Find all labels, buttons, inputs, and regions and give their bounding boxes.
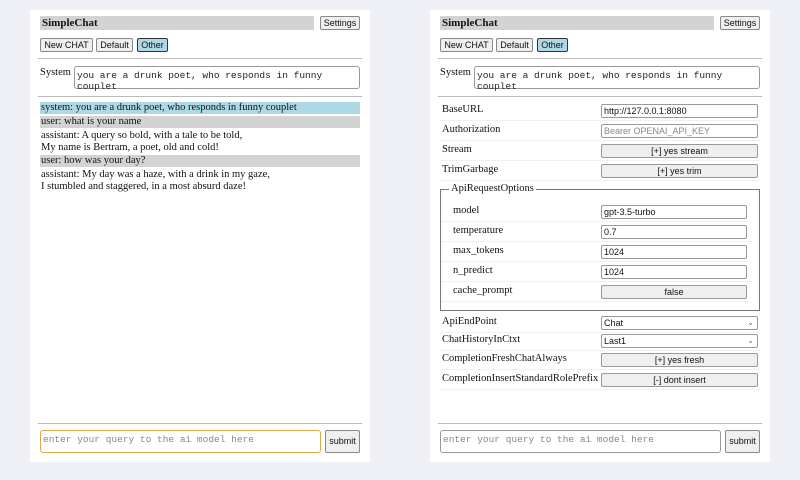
setting-authorization: Authorization Bearer OPENAI_API_KEY <box>440 121 760 141</box>
settings-button[interactable]: Settings <box>720 16 760 30</box>
n-predict-input[interactable]: 1024 <box>601 265 747 279</box>
chat-panel: SimpleChat Settings New CHAT Default Oth… <box>30 10 370 462</box>
option-model: model gpt-3.5-turbo <box>441 202 751 222</box>
completion-prefix-toggle-button[interactable]: [-] dont insert <box>601 373 758 387</box>
system-prompt-input[interactable]: you are a drunk poet, who responds in fu… <box>74 66 360 92</box>
api-endpoint-select[interactable]: Chat ⌄ <box>601 316 758 330</box>
setting-trim-garbage: TrimGarbage [+] yes trim <box>440 161 760 181</box>
select-value: Chat <box>604 318 624 328</box>
cache-prompt-toggle-button[interactable]: false <box>601 285 747 299</box>
option-temperature: temperature 0.7 <box>441 222 751 242</box>
base-url-input[interactable]: http://127.0.0.1:8080 <box>601 104 758 118</box>
chat-history-select[interactable]: Last1 ⌄ <box>601 334 758 348</box>
system-label: System <box>440 67 471 78</box>
stream-toggle-button[interactable]: [+] yes stream <box>601 144 758 158</box>
message-line: assistant: A query so bold, with a tale … <box>41 130 243 141</box>
message-line: assistant: My day was a haze, with a dri… <box>41 169 270 180</box>
setting-label: ApiEndPoint <box>442 316 497 327</box>
chat-message-user: user: how was your day? <box>40 155 360 167</box>
temperature-input[interactable]: 0.7 <box>601 225 747 239</box>
divider <box>438 96 762 97</box>
setting-label: ChatHistoryInCtxt <box>442 334 521 345</box>
setting-label: Stream <box>442 144 472 155</box>
message-line: I stumbled and staggered, in a most absu… <box>41 181 246 192</box>
setting-chat-history: ChatHistoryInCtxt Last1 ⌄ <box>440 331 760 351</box>
setting-api-endpoint: ApiEndPoint Chat ⌄ <box>440 313 760 333</box>
option-max-tokens: max_tokens 1024 <box>441 242 751 262</box>
divider <box>38 423 362 424</box>
setting-stream: Stream [+] yes stream <box>440 141 760 161</box>
setting-label: Authorization <box>442 124 501 135</box>
divider <box>438 58 762 59</box>
api-request-options-fieldset: ApiRequestOptions model gpt-3.5-turbo te… <box>440 183 760 311</box>
settings-panel: SimpleChat Settings New CHAT Default Oth… <box>430 10 770 462</box>
app-title: SimpleChat <box>440 16 714 30</box>
query-input[interactable]: enter your query to the ai model here <box>40 430 321 453</box>
new-chat-button[interactable]: New CHAT <box>40 38 93 52</box>
setting-label: CompletionInsertStandardRolePrefix <box>442 373 599 384</box>
option-label: cache_prompt <box>453 285 513 296</box>
setting-label: TrimGarbage <box>442 164 499 175</box>
submit-button[interactable]: submit <box>725 430 760 453</box>
max-tokens-input[interactable]: 1024 <box>601 245 747 259</box>
setting-base-url: BaseURL http://127.0.0.1:8080 <box>440 101 760 121</box>
setting-completion-prefix: CompletionInsertStandardRolePrefix [-] d… <box>440 370 760 390</box>
settings-button[interactable]: Settings <box>320 16 360 30</box>
setting-completion-fresh: CompletionFreshChatAlways [+] yes fresh <box>440 350 760 370</box>
default-chat-button[interactable]: Default <box>96 38 133 52</box>
query-input[interactable]: enter your query to the ai model here <box>440 430 721 453</box>
divider <box>438 423 762 424</box>
app-title: SimpleChat <box>40 16 314 30</box>
option-label: n_predict <box>453 265 493 276</box>
chat-message-assistant: assistant: A query so bold, with a tale … <box>40 130 360 154</box>
select-value: Last1 <box>604 336 627 346</box>
option-n-predict: n_predict 1024 <box>441 262 751 282</box>
setting-label: BaseURL <box>442 104 484 115</box>
message-line: My name is Bertram, a poet, old and cold… <box>41 142 219 153</box>
divider <box>38 96 362 97</box>
chat-message-assistant: assistant: My day was a haze, with a dri… <box>40 169 360 193</box>
option-cache-prompt: cache_prompt false <box>441 282 751 302</box>
chat-message-user: user: what is your name <box>40 116 360 128</box>
divider <box>38 58 362 59</box>
submit-button[interactable]: submit <box>325 430 360 453</box>
default-chat-button[interactable]: Default <box>496 38 533 52</box>
chevron-down-icon: ⌄ <box>747 318 754 327</box>
fieldset-legend: ApiRequestOptions <box>449 183 536 194</box>
authorization-input[interactable]: Bearer OPENAI_API_KEY <box>601 124 758 138</box>
option-label: max_tokens <box>453 245 504 256</box>
system-label: System <box>40 67 71 78</box>
new-chat-button[interactable]: New CHAT <box>440 38 493 52</box>
trim-garbage-toggle-button[interactable]: [+] yes trim <box>601 164 758 178</box>
chat-message-system: system: you are a drunk poet, who respon… <box>40 102 360 114</box>
model-input[interactable]: gpt-3.5-turbo <box>601 205 747 219</box>
other-chat-button[interactable]: Other <box>537 38 568 52</box>
option-label: temperature <box>453 225 504 236</box>
completion-fresh-toggle-button[interactable]: [+] yes fresh <box>601 353 758 367</box>
setting-label: CompletionFreshChatAlways <box>442 353 567 364</box>
option-label: model <box>453 205 480 216</box>
other-chat-button[interactable]: Other <box>137 38 168 52</box>
system-prompt-input[interactable]: you are a drunk poet, who responds in fu… <box>474 66 760 92</box>
chevron-down-icon: ⌄ <box>747 336 754 345</box>
